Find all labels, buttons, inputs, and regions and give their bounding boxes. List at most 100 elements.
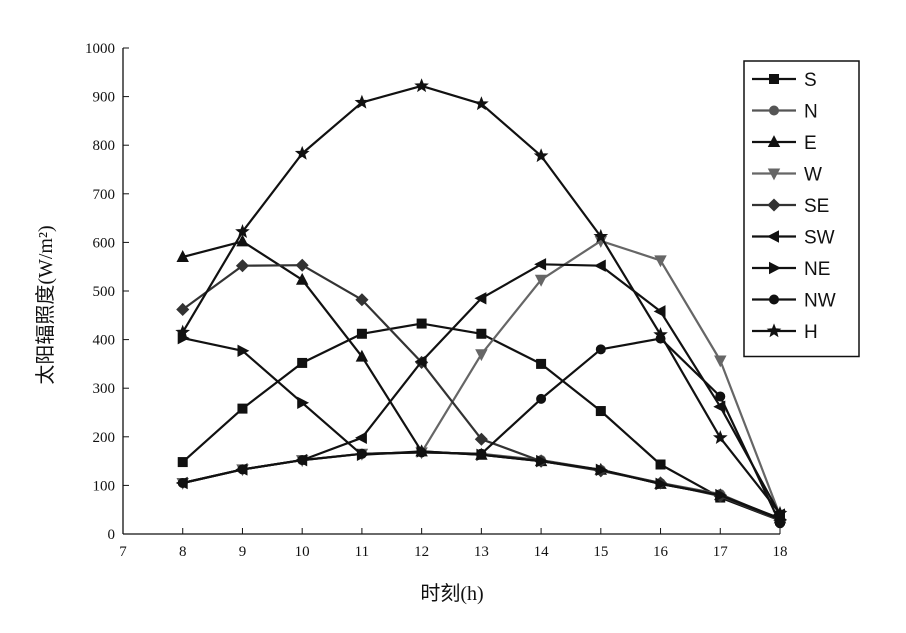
legend-marker-s [769, 74, 779, 84]
series-line-nw [182, 337, 781, 524]
point-s [177, 457, 188, 468]
point-ne [655, 477, 668, 491]
legend-marker-n [769, 105, 779, 116]
point-h [175, 324, 191, 339]
legend-item-nw: NW [752, 291, 836, 312]
point-h [653, 326, 668, 341]
x-tick-label: 10 [295, 544, 310, 560]
point-se [176, 302, 190, 317]
point-nw [536, 393, 547, 404]
series-w [176, 235, 787, 523]
point-sw [474, 292, 487, 305]
x-tick-label: 9 [239, 544, 247, 560]
point-sw [414, 355, 427, 368]
point-h [414, 78, 429, 93]
point-s [476, 328, 487, 339]
legend-label: N [804, 102, 818, 123]
point-s [356, 328, 367, 339]
x-tick-label: 13 [474, 544, 489, 560]
legend-marker-ne [769, 261, 781, 275]
x-tick-label: 14 [534, 544, 550, 560]
legend-marker-e [767, 135, 781, 147]
legend-marker-sw [767, 230, 779, 243]
x-axis-title: 时刻(h) [420, 582, 483, 605]
legend-label: SE [804, 196, 829, 217]
point-w [654, 255, 667, 268]
x-tick-label: 11 [355, 544, 369, 560]
point-h [294, 145, 310, 160]
legend-label: NE [804, 259, 830, 280]
point-e [176, 250, 189, 262]
point-h [474, 96, 489, 111]
legend-label: W [804, 165, 822, 186]
legend-box [743, 60, 860, 358]
point-nw [356, 448, 367, 459]
point-s [416, 318, 427, 329]
series-e [176, 234, 787, 524]
legend-marker-se [767, 198, 781, 212]
point-h [712, 430, 728, 445]
point-w [475, 349, 488, 362]
point-ne [715, 488, 728, 502]
point-se [235, 259, 250, 273]
point-sw [355, 431, 367, 445]
point-ne [536, 454, 548, 468]
point-sw [593, 259, 606, 272]
point-nw [177, 477, 188, 488]
y-tick-label: 1000 [85, 41, 115, 57]
y-tick-label: 200 [93, 430, 116, 446]
point-sw [534, 258, 547, 271]
point-nw [237, 464, 248, 475]
point-ne [595, 463, 608, 477]
legend-label: S [804, 70, 817, 91]
series-layer [175, 78, 788, 529]
legend-label: E [804, 133, 817, 154]
point-ne [297, 396, 310, 410]
legend-item-e: E [752, 133, 817, 154]
legend-item-s: S [752, 70, 817, 91]
point-ne [237, 344, 250, 358]
x-tick-label: 18 [773, 544, 788, 560]
legend-item-h: H [752, 322, 818, 343]
x-tick-label: 17 [713, 544, 729, 560]
x-tick-label: 8 [179, 544, 187, 560]
point-s [655, 459, 666, 470]
y-tick-label: 900 [93, 90, 116, 106]
point-s [595, 406, 606, 417]
point-w [714, 355, 727, 368]
y-tick-label: 800 [93, 138, 116, 154]
point-nw [715, 391, 726, 402]
series-line-e [182, 240, 781, 520]
point-nw [476, 448, 487, 459]
point-h [533, 148, 549, 163]
point-sw [653, 305, 666, 318]
series-line-n [182, 451, 781, 521]
y-tick-label: 0 [108, 527, 116, 543]
series-h [175, 78, 788, 520]
legend-item-sw: SW [752, 228, 835, 249]
point-h [772, 505, 788, 520]
axes: 0 100 200 300 400 500 600 700 800 900 1000 7 8 9 10 11 1… [85, 41, 788, 560]
x-tick-label: 16 [653, 544, 669, 560]
y-tick-label: 600 [93, 235, 116, 251]
series-line-ne [182, 337, 781, 521]
y-tick-label: 500 [93, 284, 116, 300]
legend-label: H [804, 322, 818, 343]
point-se [355, 293, 369, 307]
point-se [295, 258, 309, 272]
x-tick-label: 7 [119, 544, 127, 560]
y-tick-label: 300 [93, 381, 116, 397]
point-s [297, 357, 308, 368]
legend-marker-w [767, 168, 781, 181]
legend-marker-h [766, 323, 782, 338]
series-ne [177, 331, 787, 526]
legend-marker-nw [769, 294, 779, 305]
point-nw [595, 344, 606, 355]
legend-label: SW [804, 228, 835, 249]
point-w [534, 274, 548, 287]
point-h [354, 94, 370, 109]
point-e [295, 272, 309, 285]
point-e [236, 234, 249, 247]
